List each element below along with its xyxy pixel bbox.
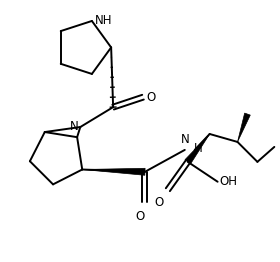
Text: O: O xyxy=(155,196,164,209)
Text: NH: NH xyxy=(95,14,112,28)
Text: O: O xyxy=(135,210,145,223)
Polygon shape xyxy=(82,168,145,175)
Text: N: N xyxy=(69,119,78,133)
Polygon shape xyxy=(237,113,250,142)
Polygon shape xyxy=(185,134,210,164)
Text: OH: OH xyxy=(220,175,238,188)
Text: N: N xyxy=(180,133,189,146)
Text: O: O xyxy=(146,91,155,104)
Text: H: H xyxy=(194,143,202,155)
